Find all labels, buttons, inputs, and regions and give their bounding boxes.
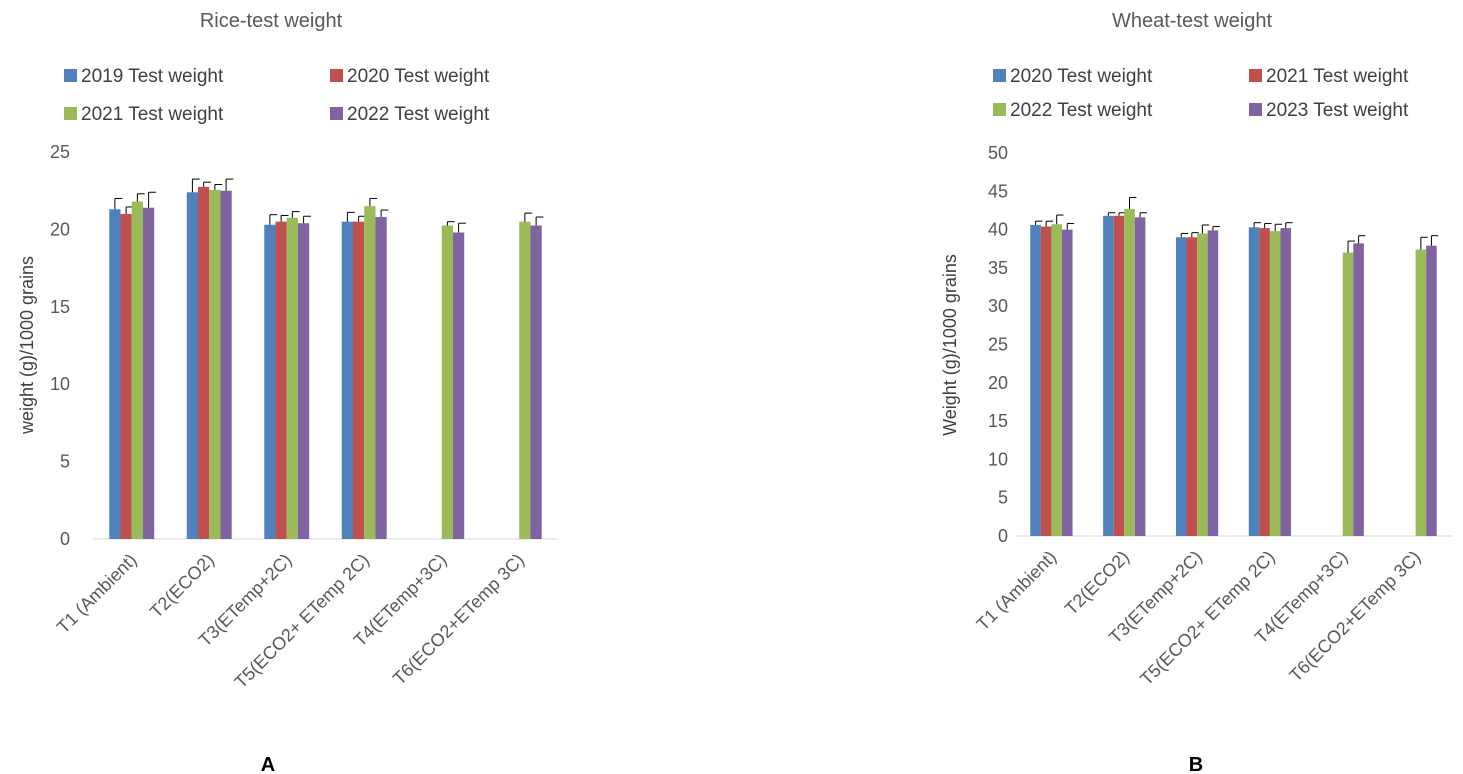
legend-swatch (330, 107, 343, 120)
legend-swatch (993, 103, 1006, 116)
y-tick-label: 5 (998, 488, 1008, 508)
bar (1134, 217, 1146, 536)
y-axis-label: Weight (g)/1000 grains (940, 254, 960, 436)
legend-label: 2021 Test weight (81, 104, 224, 125)
bar (198, 186, 210, 539)
x-tick-label: T5(ECO2+ ETemp 2C) (231, 550, 374, 693)
bar (452, 232, 465, 539)
bar (1061, 229, 1073, 536)
bar (120, 213, 132, 540)
legend-label: 2019 Test weight (81, 66, 224, 87)
bar (264, 224, 276, 540)
bar (1259, 228, 1270, 536)
y-tick-label: 25 (50, 142, 70, 162)
y-tick-label: 0 (998, 526, 1008, 546)
y-tick-label: 10 (988, 449, 1008, 469)
y-axis-label: weight (g)/1000 grains (17, 256, 37, 435)
bar (1415, 249, 1427, 537)
chart-title: Wheat-test weight (1112, 10, 1273, 32)
bar (1124, 208, 1135, 536)
legend-swatch (1249, 103, 1262, 116)
x-tick-label: T6(ECO2+ETemp 3C) (389, 550, 528, 689)
legend-swatch (1249, 69, 1262, 82)
bar (530, 225, 542, 539)
legend-swatch (330, 69, 343, 82)
bar (1426, 245, 1437, 536)
legend-label: 2021 Test weight (1266, 66, 1409, 87)
bar (341, 221, 354, 539)
y-tick-label: 0 (60, 529, 70, 549)
y-tick-label: 20 (988, 373, 1008, 393)
bar (375, 217, 387, 540)
y-tick-label: 45 (988, 181, 1008, 201)
legend-label: 2020 Test weight (1010, 66, 1153, 87)
y-tick-label: 20 (50, 219, 70, 239)
bar (1280, 228, 1292, 536)
x-tick-label: T1 (Ambient) (973, 547, 1061, 635)
bar (109, 209, 121, 539)
bar (1353, 243, 1364, 536)
y-tick-label: 10 (50, 374, 70, 394)
bar (1051, 224, 1062, 536)
bar (275, 221, 287, 539)
bar (220, 190, 232, 539)
x-tick-label: T1 (Ambient) (53, 550, 141, 638)
y-tick-label: 5 (60, 452, 70, 472)
bar (142, 207, 155, 539)
bar (364, 206, 376, 539)
wheat-chart: Wheat-test weight Weight (g)/1000 grains… (940, 10, 1452, 774)
bar (131, 201, 143, 539)
x-tick-label: T6(ECO2+ETemp 3C) (1285, 547, 1424, 686)
bar (1113, 215, 1125, 536)
x-tick-label: T2(ECO2) (146, 550, 218, 622)
legend-swatch (64, 107, 77, 120)
bar (1269, 231, 1281, 536)
bar (1040, 226, 1052, 536)
bar (1186, 237, 1198, 536)
bar (1207, 230, 1219, 536)
bar (519, 221, 531, 539)
legend-label: 2022 Test weight (1010, 100, 1153, 121)
bar (186, 192, 199, 540)
y-tick-label: 15 (988, 411, 1008, 431)
bar (441, 225, 453, 539)
bar (1342, 252, 1354, 536)
bar (1030, 225, 1041, 536)
bar (1175, 237, 1187, 536)
y-tick-label: 15 (50, 297, 70, 317)
panel-label: A (261, 754, 275, 774)
bar (1197, 233, 1208, 536)
chart-title: Rice-test weight (200, 10, 343, 32)
legend-label: 2022 Test weight (347, 104, 490, 125)
x-tick-label: T5(ECO2+ ETemp 2C) (1136, 547, 1279, 690)
legend-swatch (64, 69, 77, 82)
panel-label: B (1189, 754, 1203, 774)
y-tick-label: 35 (988, 258, 1008, 278)
y-tick-label: 30 (988, 296, 1008, 316)
bar (297, 223, 310, 539)
y-tick-label: 25 (988, 335, 1008, 355)
bar (286, 217, 298, 540)
legend-label: 2023 Test weight (1266, 100, 1409, 121)
x-tick-label: T2(ECO2) (1061, 547, 1133, 619)
bar (209, 189, 221, 539)
legend-label: 2020 Test weight (347, 66, 490, 87)
y-tick-label: 50 (988, 143, 1008, 163)
bar (1103, 215, 1114, 536)
rice-chart: Rice-test weight weight (g)/1000 grains … (17, 10, 558, 774)
bar (353, 221, 365, 539)
bar (1248, 227, 1260, 536)
legend-swatch (993, 69, 1006, 82)
y-tick-label: 40 (988, 220, 1008, 240)
